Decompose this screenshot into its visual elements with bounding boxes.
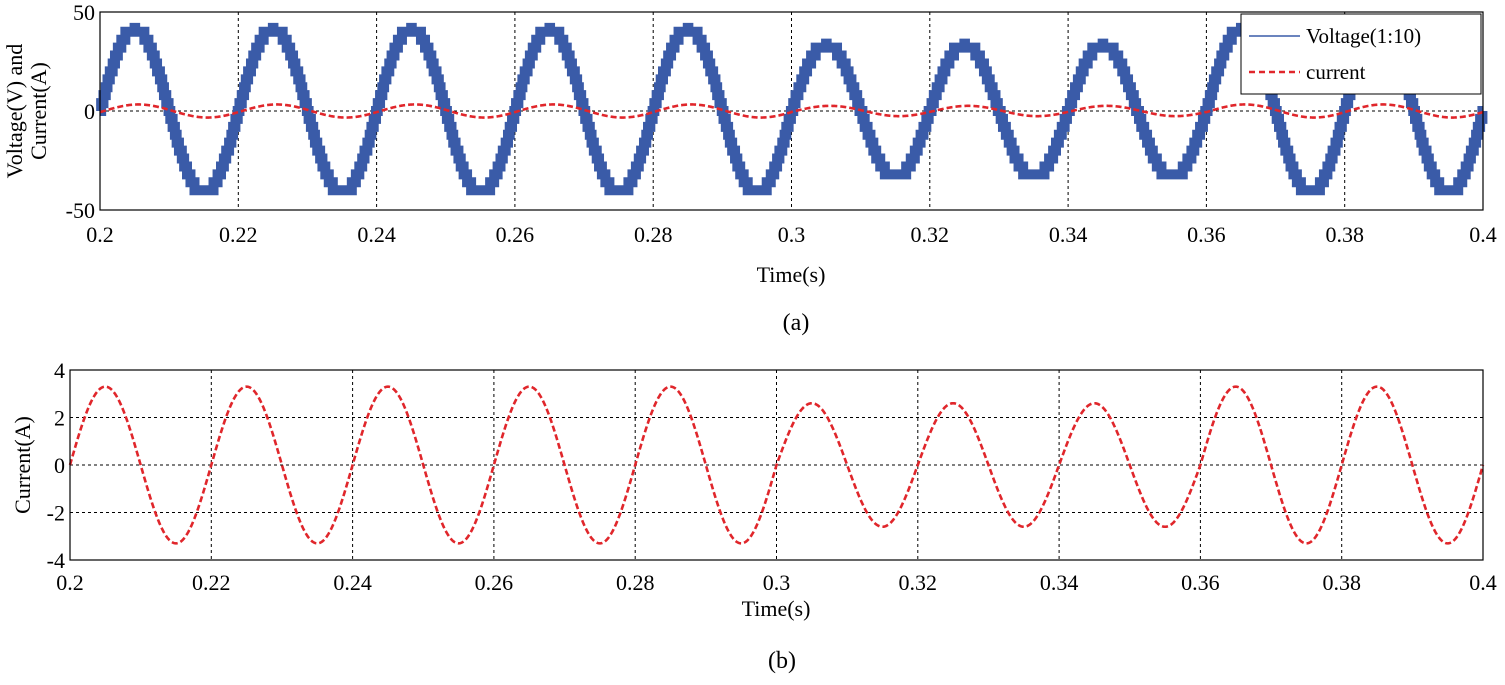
x-tick-label: 0.2	[56, 570, 84, 595]
x-tick-label: 0.34	[1040, 570, 1079, 595]
y-tick-label: 0	[54, 453, 65, 478]
caption-b: (b)	[768, 648, 796, 674]
x-tick-label: 0.28	[634, 222, 673, 247]
x-tick-label: 0.22	[219, 222, 258, 247]
caption-a: (a)	[783, 310, 810, 336]
x-tick-label: 0.4	[1469, 222, 1497, 247]
y-tick-label: 4	[54, 358, 65, 383]
y-tick-label: -50	[66, 198, 95, 223]
x-tick-label: 0.4	[1469, 570, 1497, 595]
x-tick-label: 0.3	[763, 570, 791, 595]
legend-box	[1240, 13, 1482, 95]
legend-label-voltage: Voltage(1:10)	[1306, 24, 1421, 48]
x-tick-label: 0.32	[899, 570, 938, 595]
x-tick-label: 0.32	[911, 222, 950, 247]
y-axis-label-a-line2: Current(A)	[26, 62, 51, 160]
x-tick-labels-a: 0.2 0.22 0.24 0.26 0.28 0.3 0.32 0.34 0.36 0.38 0.…	[86, 222, 1497, 247]
y-tick-label: 0	[84, 99, 95, 124]
y-tick-label: -4	[47, 548, 65, 573]
y-tick-label: -2	[47, 501, 65, 526]
series-current-line	[68, 385, 1485, 545]
x-axis-label-b: Time(s)	[742, 596, 811, 621]
grid-b	[70, 370, 1483, 560]
series-current-line	[99, 103, 1484, 119]
plot-frame-a	[99, 11, 1484, 211]
x-tick-label: 0.38	[1325, 222, 1364, 247]
x-tick-label: 0.3	[778, 222, 806, 247]
x-tick-label: 0.34	[1049, 222, 1088, 247]
y-tick-label: 50	[73, 0, 95, 25]
y-axis-label-b: Current(A)	[10, 416, 35, 514]
x-tick-labels-b: 0.2 0.22 0.24 0.26 0.28 0.3 0.32 0.34 0.36 0.38 0.…	[56, 570, 1497, 595]
y-tick-label: 2	[54, 406, 65, 431]
x-tick-label: 0.28	[616, 570, 655, 595]
y-axis-label-a-line1: Voltage(V) and	[2, 44, 27, 179]
x-tick-label: 0.36	[1181, 570, 1220, 595]
plot-frame-b	[69, 369, 1484, 561]
x-tick-label: 0.38	[1322, 570, 1361, 595]
x-tick-label: 0.24	[333, 570, 372, 595]
chart-panel-a: 0.2 0.22 0.24 0.26 0.28 0.3 0.32 0.34 0.36 0.38 0.…	[2, 0, 1497, 336]
chart-panel-b: 0.2 0.22 0.24 0.26 0.28 0.3 0.32 0.34 0.36 0.38 0.…	[10, 358, 1497, 674]
x-axis-label-a: Time(s)	[757, 262, 826, 287]
x-tick-label: 0.22	[192, 570, 231, 595]
series-group-b	[68, 385, 1485, 545]
x-tick-label: 0.26	[475, 570, 514, 595]
x-tick-label: 0.36	[1187, 222, 1226, 247]
x-tick-label: 0.26	[496, 222, 535, 247]
legend-a: Voltage(1:10) current	[1240, 13, 1482, 95]
legend-label-current: current	[1306, 60, 1366, 84]
x-tick-label: 0.2	[86, 222, 114, 247]
x-tick-label: 0.24	[357, 222, 396, 247]
y-tick-labels-b: -4 -2 0 2 4	[47, 358, 65, 573]
y-tick-labels-a: -50 0 50	[66, 0, 95, 223]
